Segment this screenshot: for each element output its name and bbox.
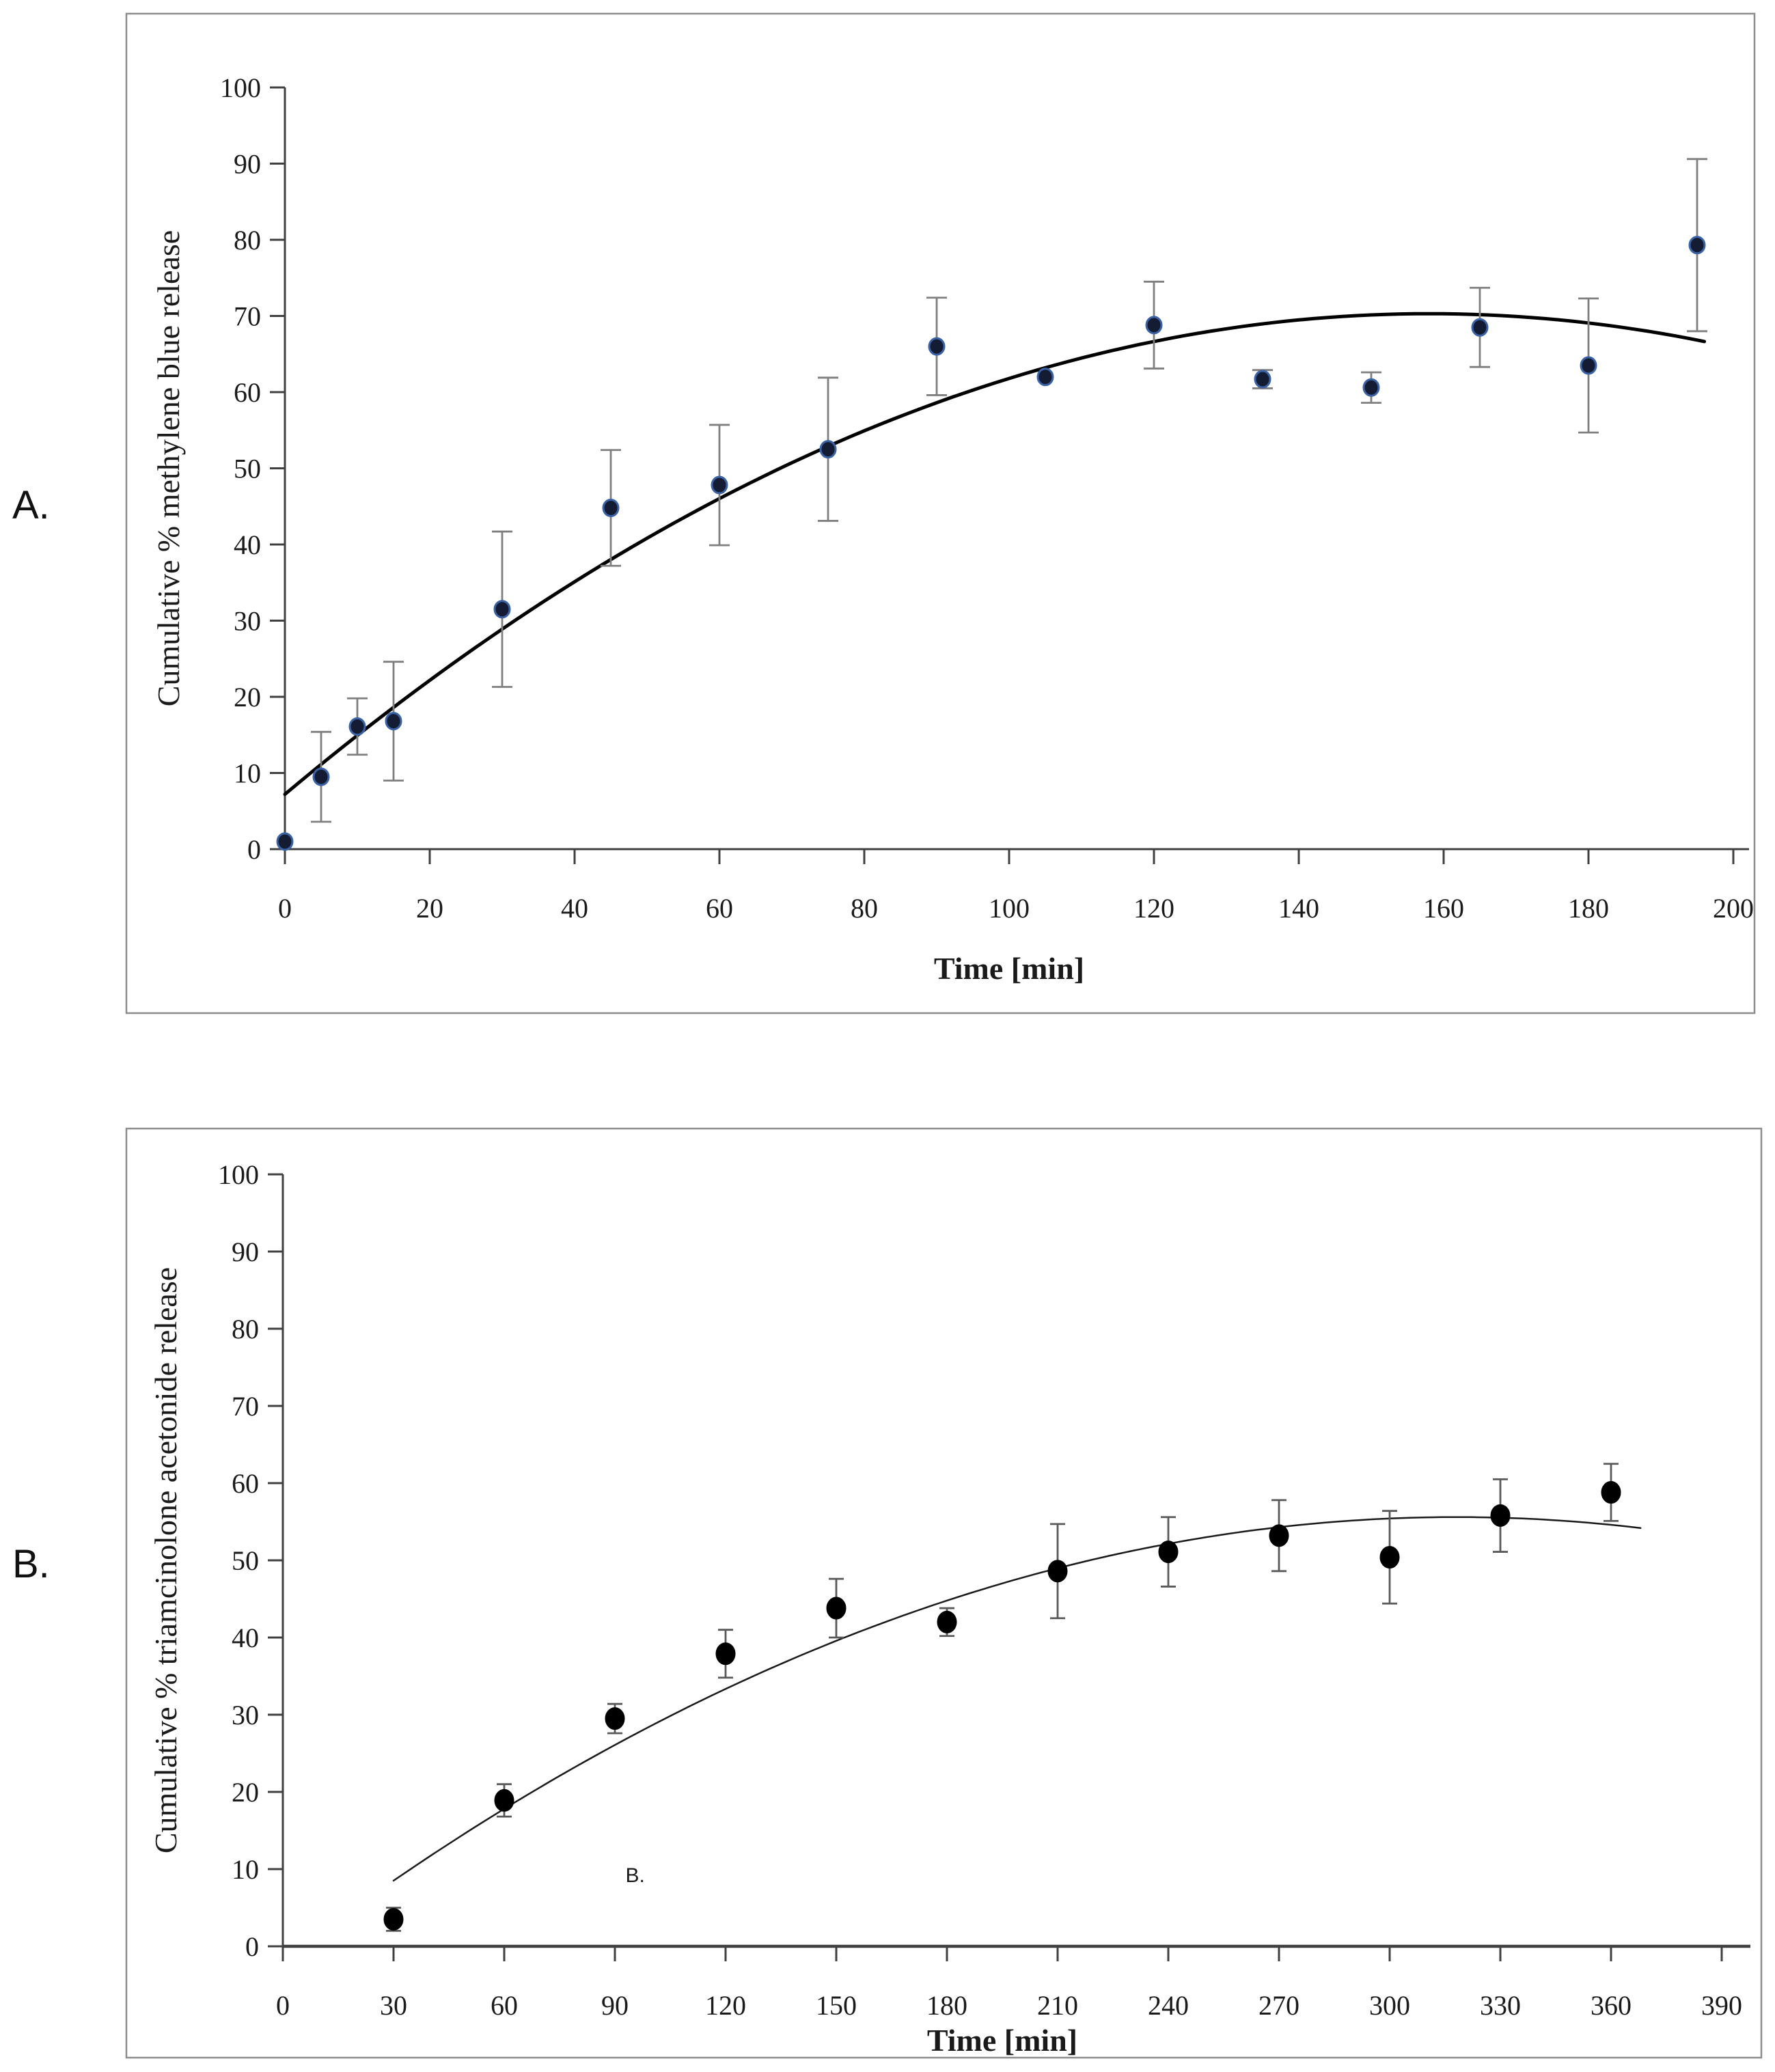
data-point <box>1580 356 1597 375</box>
y-tick-label: 70 <box>232 1391 259 1422</box>
y-tick-label: 90 <box>234 149 261 180</box>
x-tick-label: 90 <box>601 1990 629 2021</box>
data-point <box>1688 236 1706 255</box>
x-tick-label: 120 <box>705 1990 746 2021</box>
data-point <box>383 1907 404 1931</box>
y-tick-label: 40 <box>232 1622 259 1653</box>
data-point <box>819 440 837 459</box>
data-point <box>348 717 366 736</box>
y-tick-label: 80 <box>232 1314 259 1344</box>
x-tick-label: 60 <box>706 893 733 924</box>
data-point <box>1490 1504 1511 1527</box>
y-tick-label: 0 <box>245 1931 259 1962</box>
x-tick-label: 20 <box>416 893 443 924</box>
data-point <box>1601 1481 1621 1504</box>
x-tick-label: 200 <box>1713 893 1754 924</box>
x-tick-label: 0 <box>276 1990 290 2021</box>
y-tick-label: 90 <box>232 1237 259 1267</box>
x-axis-title: Time [min] <box>934 951 1084 986</box>
y-tick-label: 50 <box>232 1545 259 1576</box>
y-axis-title: Cumulative % triamcinolone acetonide rel… <box>148 1267 183 1853</box>
data-point <box>385 712 402 731</box>
x-tick-label: 390 <box>1701 1990 1742 2021</box>
y-tick-label: 40 <box>234 529 261 560</box>
data-point <box>1145 316 1163 335</box>
trendline <box>283 312 1707 797</box>
x-tick-label: 140 <box>1278 893 1319 924</box>
data-point <box>937 1610 957 1633</box>
data-point <box>605 1707 625 1730</box>
chart-methylene-blue-release: 0 20 40 60 80 100 120 140 160 180 200 0 10 20 30 40 50 60… <box>125 12 1756 1014</box>
y-tick-label: 30 <box>234 606 261 637</box>
data-point <box>1379 1545 1400 1569</box>
y-tick-label: 20 <box>232 1777 259 1808</box>
x-tick-label: 180 <box>1568 893 1609 924</box>
x-tick-label: 360 <box>1591 1990 1632 2021</box>
x-axis-title: Time [min] <box>927 2023 1077 2058</box>
trendline <box>392 1516 1642 1882</box>
y-tick-label: 0 <box>247 834 261 865</box>
plot-annotation: B. <box>626 1864 645 1887</box>
data-point <box>1362 378 1380 397</box>
data-point <box>1158 1541 1179 1564</box>
x-tick-label: 150 <box>816 1990 857 2021</box>
y-tick-label: 60 <box>232 1468 259 1499</box>
x-tick-label: 30 <box>380 1990 407 2021</box>
data-point <box>1047 1560 1068 1583</box>
x-tick-label: 100 <box>989 893 1030 924</box>
x-tick-label: 160 <box>1423 893 1464 924</box>
x-tick-label: 210 <box>1037 1990 1078 2021</box>
data-point <box>1036 368 1054 387</box>
x-tick-label: 60 <box>491 1990 518 2021</box>
y-axis-title: Cumulative % methylene blue release <box>151 230 186 706</box>
y-tick-label: 60 <box>234 377 261 408</box>
y-tick-label: 70 <box>234 301 261 332</box>
data-point <box>493 600 511 619</box>
y-tick-label: 10 <box>234 758 261 789</box>
x-tick-label: 180 <box>926 1990 967 2021</box>
x-tick-label: 330 <box>1480 1990 1521 2021</box>
data-point <box>312 767 330 786</box>
data-point <box>276 832 294 851</box>
y-tick-label: 80 <box>234 225 261 255</box>
x-tick-label: 270 <box>1258 1990 1299 2021</box>
data-point <box>1471 318 1489 337</box>
y-tick-label: 10 <box>232 1854 259 1885</box>
data-point <box>826 1597 847 1620</box>
panel-border <box>125 12 1756 1014</box>
y-tick-label: 30 <box>232 1700 259 1730</box>
x-tick-label: 300 <box>1369 1990 1410 2021</box>
panel-label-b: B. <box>12 1542 50 1586</box>
data-point <box>494 1788 514 1812</box>
panel-border <box>125 1127 1763 2059</box>
y-tick-label: 100 <box>220 72 261 103</box>
data-point <box>1269 1524 1289 1547</box>
data-point <box>1254 370 1271 389</box>
chart-triamcinolone-acetonide-release: 0 30 60 90 120 150 180 210 240 270 300 330 360 390 0 10… <box>125 1127 1763 2059</box>
x-tick-label: 80 <box>851 893 878 924</box>
y-tick-label: 20 <box>234 682 261 713</box>
y-tick-label: 100 <box>218 1159 259 1190</box>
data-point <box>602 498 620 517</box>
x-tick-label: 0 <box>278 893 292 924</box>
x-tick-label: 120 <box>1133 893 1174 924</box>
y-tick-label: 50 <box>234 454 261 484</box>
x-tick-label: 40 <box>561 893 588 924</box>
data-point <box>715 1642 736 1666</box>
x-tick-label: 240 <box>1148 1990 1189 2021</box>
panel-label-a: A. <box>12 483 50 527</box>
data-point <box>928 337 946 356</box>
data-point <box>711 475 728 495</box>
